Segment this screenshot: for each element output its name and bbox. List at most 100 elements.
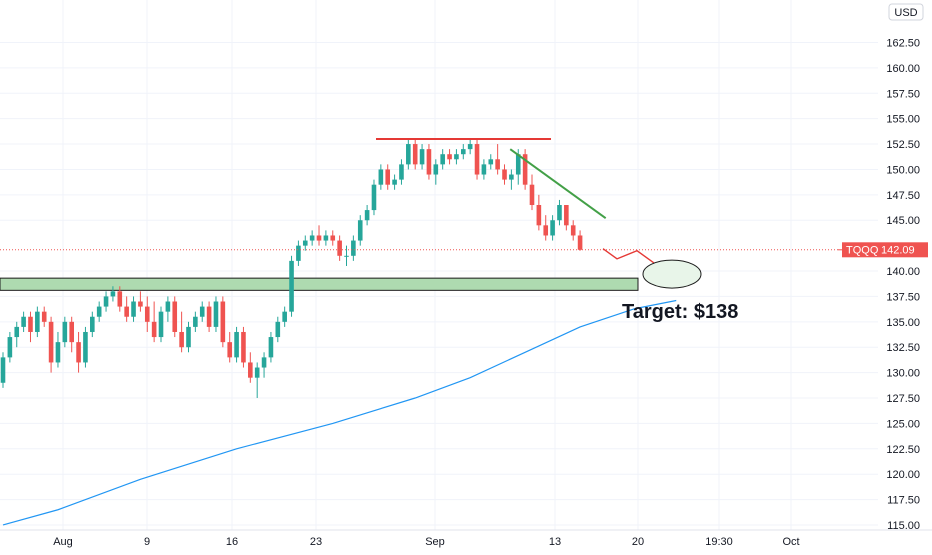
candle	[522, 149, 528, 190]
candle-body	[90, 316, 95, 332]
price-axis[interactable]: 162.50 160.00 157.50 155.00 152.50 150.00 147.…	[886, 37, 920, 532]
candle	[440, 149, 445, 170]
price-tick-label: 157.50	[886, 88, 920, 100]
candle-body	[62, 321, 68, 343]
candle	[124, 296, 129, 322]
candle-body	[282, 311, 287, 322]
candle-body	[529, 184, 535, 206]
candle-body	[213, 301, 219, 327]
candle-body	[131, 301, 136, 317]
price-tick-label: 152.50	[886, 139, 920, 151]
candle	[234, 326, 239, 363]
candle-body	[179, 331, 184, 348]
candle-body	[35, 311, 40, 332]
candle-body	[481, 164, 487, 175]
candle	[83, 326, 88, 368]
candle	[351, 235, 356, 261]
candle	[21, 311, 26, 332]
candle-body	[275, 321, 281, 338]
candle-body	[502, 169, 507, 180]
price-tick-label: 155.00	[886, 114, 920, 126]
candle	[357, 215, 363, 246]
candle-body	[495, 159, 500, 170]
candle-body	[296, 245, 301, 261]
candle	[406, 138, 411, 170]
candle-body	[41, 311, 47, 322]
candle	[399, 159, 404, 185]
candle-body	[261, 357, 267, 368]
support-zone	[0, 277, 639, 291]
candle	[14, 321, 20, 348]
candle	[117, 286, 123, 312]
candle	[62, 316, 68, 348]
candle	[69, 316, 74, 353]
candle-body	[151, 321, 157, 338]
candle-body	[55, 342, 61, 363]
time-axis[interactable]: Aug 9 16 23 Sep 13 20 19:30 Oct	[0, 529, 932, 548]
candle-body	[412, 144, 418, 165]
candle	[309, 230, 315, 246]
candle	[447, 149, 452, 165]
candle	[0, 352, 6, 388]
candle	[412, 138, 418, 170]
candle-body	[337, 240, 342, 256]
candle	[41, 306, 47, 327]
candle-body	[433, 164, 439, 175]
candle-body	[289, 260, 294, 312]
candle	[550, 215, 555, 241]
candle	[536, 194, 542, 231]
candle	[138, 291, 143, 312]
price-tick-label: 140.00	[886, 266, 920, 278]
candle	[7, 331, 13, 363]
projection-path	[602, 248, 669, 274]
candle-body	[186, 326, 191, 348]
candle	[193, 311, 198, 332]
candle-body	[76, 342, 81, 363]
candle-body	[330, 235, 336, 241]
candle	[261, 352, 267, 378]
candle-body	[371, 184, 377, 211]
candle	[90, 311, 95, 338]
candle-body	[474, 144, 480, 175]
moving-average-layer	[2, 299, 677, 526]
time-tick-label: 20	[632, 536, 644, 548]
candle-body	[454, 154, 459, 160]
candle	[158, 306, 164, 343]
price-tick-label: 150.00	[886, 164, 920, 176]
candle-body	[419, 149, 425, 165]
candle-body	[364, 210, 370, 221]
candle-body	[117, 291, 123, 307]
price-tick-label: 127.50	[886, 393, 920, 405]
candle	[488, 154, 494, 170]
candle	[426, 144, 432, 180]
candle	[385, 164, 391, 190]
candle-body	[570, 225, 576, 236]
candle-body	[316, 235, 322, 241]
candle	[96, 301, 102, 322]
candle	[467, 138, 473, 155]
trendline	[509, 148, 607, 220]
currency-badge[interactable]: USD	[888, 3, 924, 21]
time-tick-label: Oct	[782, 536, 799, 548]
candle-body	[0, 357, 6, 383]
candle	[509, 169, 514, 190]
candle-body	[144, 306, 150, 322]
price-tick-label: 160.00	[886, 63, 920, 75]
candle-body	[254, 367, 260, 378]
price-tick-label: 122.50	[886, 444, 920, 456]
candle	[220, 296, 226, 348]
candle	[392, 174, 397, 190]
price-tick-label: 135.00	[886, 317, 920, 329]
candle-body	[172, 301, 178, 332]
moving-average-line	[2, 299, 677, 526]
candle	[248, 352, 253, 383]
time-tick-label: 16	[226, 536, 238, 548]
candle-body	[406, 144, 411, 165]
candle	[213, 296, 219, 332]
candle	[296, 240, 301, 266]
candle	[186, 321, 191, 353]
time-tick-label: Aug	[53, 536, 73, 548]
candle	[529, 174, 535, 211]
